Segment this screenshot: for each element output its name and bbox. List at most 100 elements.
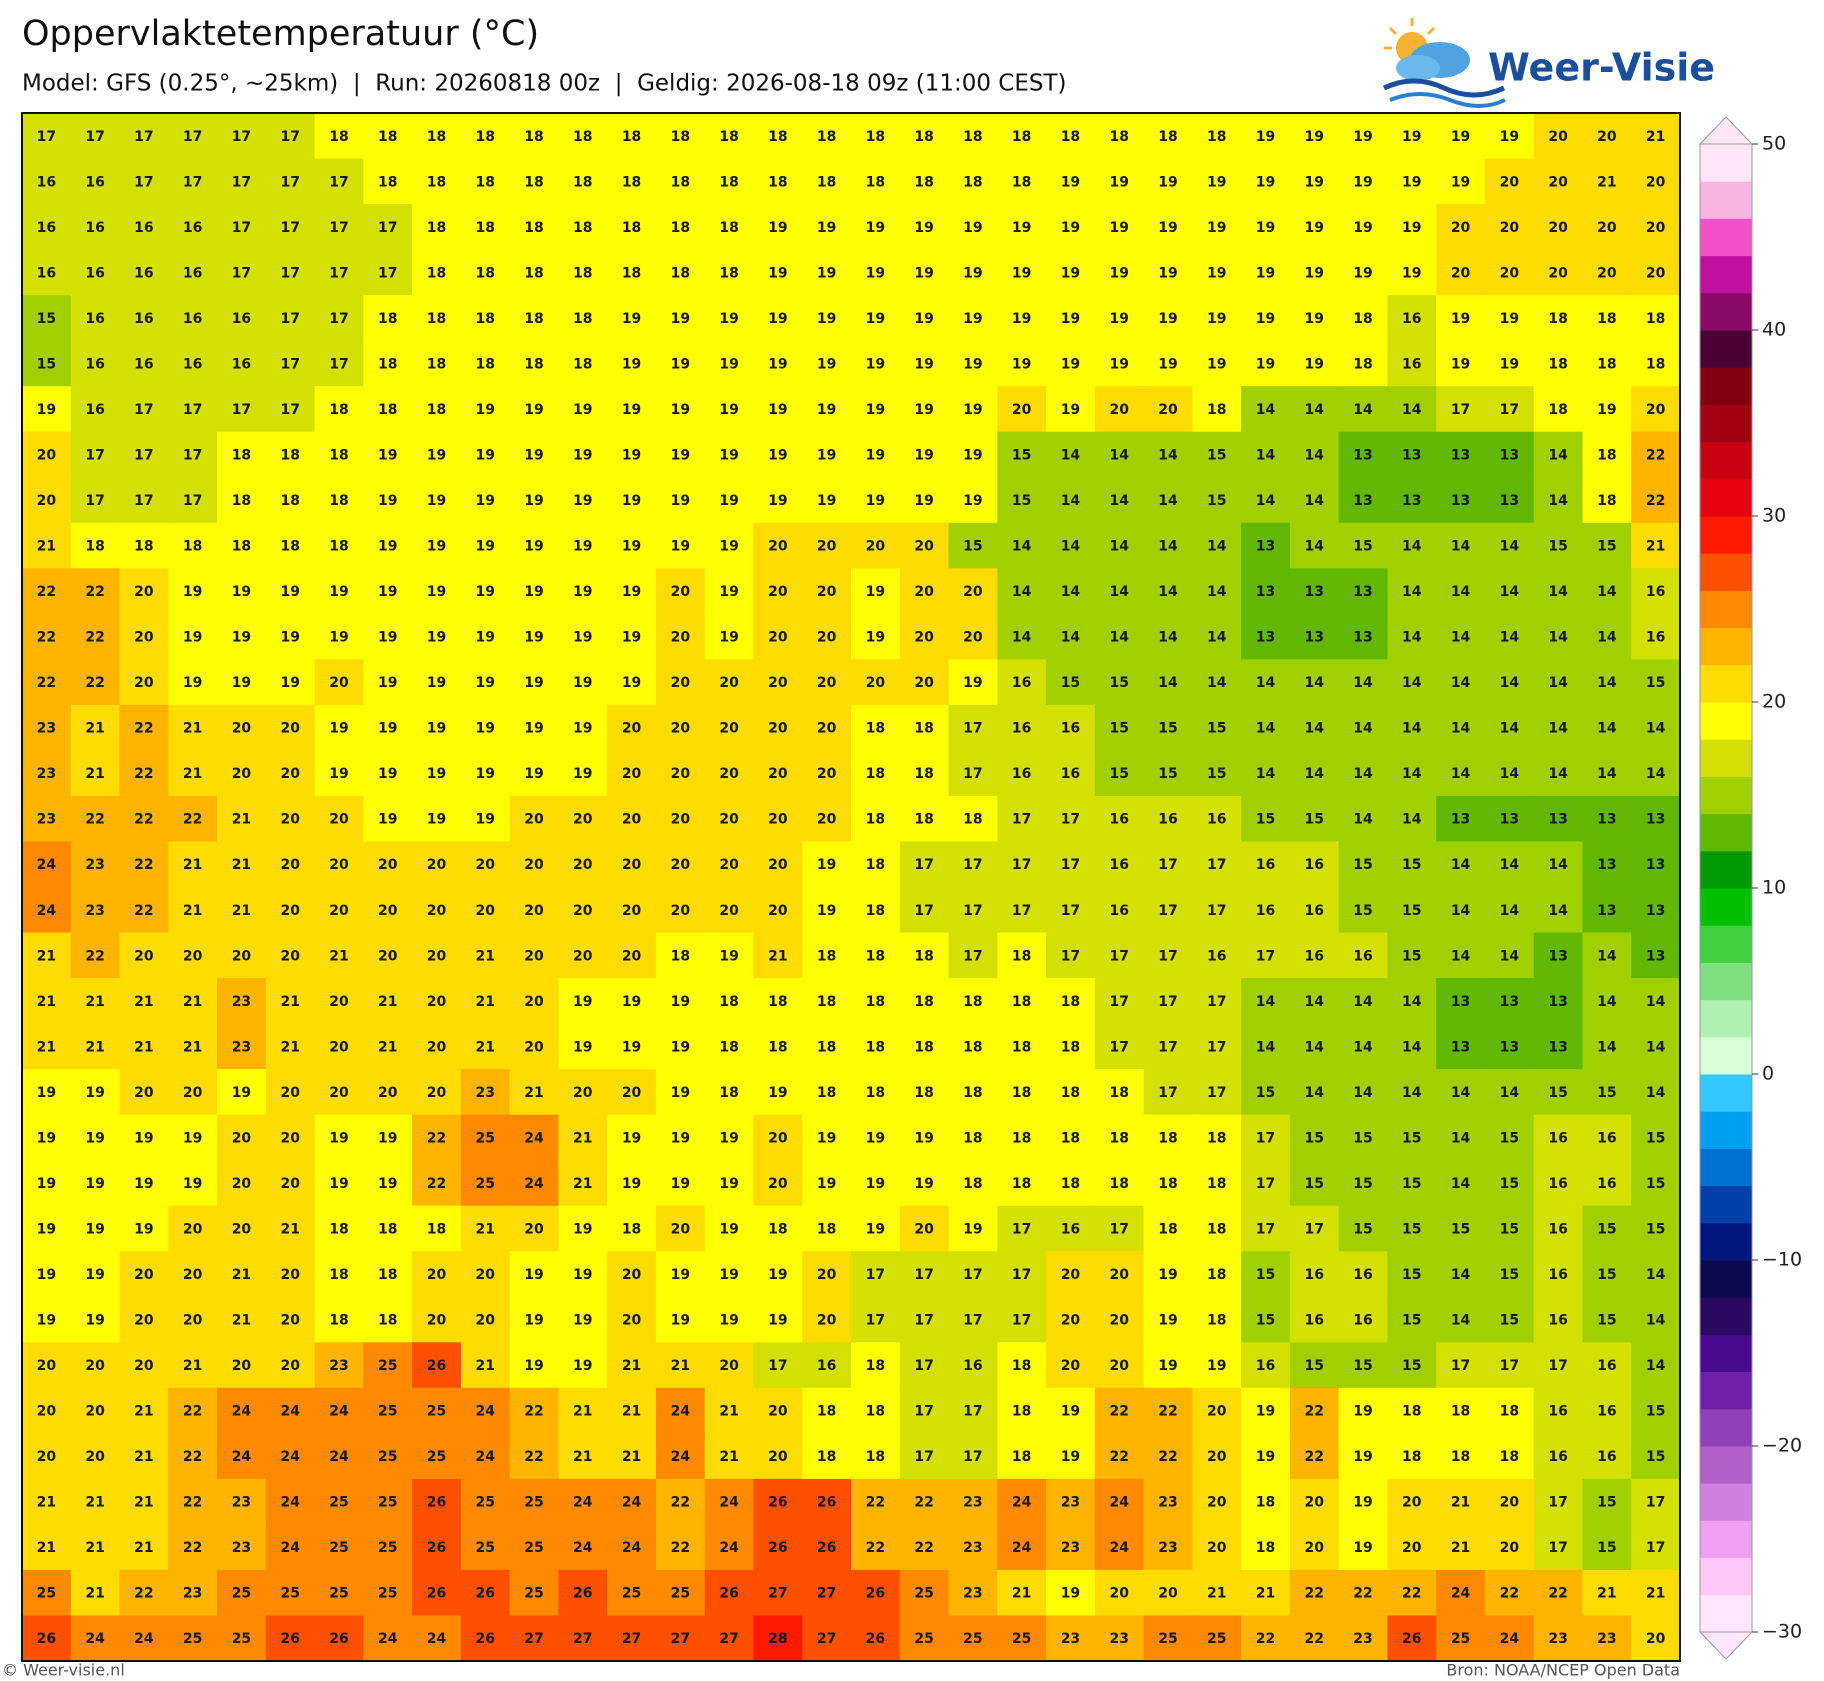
- temperature-label: 21: [1012, 1586, 1031, 1602]
- temperature-cell: [22, 659, 72, 706]
- temperature-label: 24: [378, 1631, 398, 1647]
- temperature-label: 20: [1597, 220, 1617, 236]
- temperature-label: 18: [963, 1085, 982, 1101]
- temperature-cell: [704, 477, 755, 524]
- temperature-cell: [1631, 613, 1681, 660]
- temperature-label: 22: [85, 948, 104, 964]
- temperature-cell: [412, 1114, 462, 1161]
- temperature-label: 18: [866, 1039, 885, 1055]
- temperature-cell: [607, 841, 657, 888]
- temperature-label: 19: [963, 220, 982, 236]
- temperature-cell: [997, 158, 1047, 205]
- temperature-label: 16: [1109, 812, 1128, 828]
- colorbar-band: [1700, 478, 1752, 517]
- temperature-label: 21: [183, 721, 202, 737]
- temperature-cell: [1582, 568, 1632, 615]
- temperature-label: 13: [1500, 1039, 1519, 1055]
- temperature-label: 20: [1305, 1495, 1325, 1511]
- temperature-label: 14: [1158, 675, 1178, 691]
- temperature-cell: [412, 295, 462, 342]
- temperature-label: 19: [768, 1313, 787, 1329]
- colorbar-band: [1700, 739, 1752, 777]
- temperature-label: 16: [1207, 948, 1226, 964]
- temperature-label: 13: [1500, 994, 1519, 1010]
- temperature-label: 20: [866, 675, 886, 691]
- temperature-cell: [412, 659, 462, 706]
- temperature-cell: [948, 1114, 998, 1161]
- temperature-cell: [1387, 1251, 1437, 1298]
- temperature-cell: [119, 477, 169, 524]
- temperature-cell: [119, 340, 169, 387]
- colorbar-band: [1700, 702, 1752, 740]
- temperature-label: 21: [183, 903, 202, 919]
- temperature-cell: [704, 249, 755, 296]
- temperature-cell: [1631, 978, 1681, 1025]
- temperature-label: 19: [622, 539, 641, 555]
- temperature-label: 17: [1158, 857, 1177, 873]
- temperature-label: 15: [1500, 1313, 1519, 1329]
- temperature-label: 21: [1207, 1586, 1226, 1602]
- temperature-label: 21: [85, 1540, 104, 1556]
- temperature-label: 26: [329, 1631, 348, 1647]
- temperature-cell: [70, 1114, 121, 1161]
- temperature-cell: [1338, 795, 1389, 843]
- temperature-label: 17: [1256, 948, 1275, 964]
- temperature-label: 19: [914, 1176, 933, 1192]
- temperature-cell: [1582, 750, 1632, 797]
- colorbar-band: [1700, 1594, 1752, 1633]
- footer-right: Bron: NOAA/NCEP Open Data: [1446, 1661, 1680, 1680]
- temperature-label: 20: [573, 948, 593, 964]
- temperature-label: 21: [85, 1039, 104, 1055]
- temperature-cell: [1241, 477, 1291, 524]
- temperature-label: 22: [134, 903, 153, 919]
- temperature-label: 18: [1256, 1495, 1275, 1511]
- temperature-label: 14: [1256, 994, 1276, 1010]
- temperature-cell: [412, 932, 462, 979]
- temperature-cell: [1046, 841, 1096, 888]
- temperature-cell: [314, 158, 364, 205]
- temperature-cell: [704, 613, 755, 660]
- temperature-label: 18: [914, 129, 933, 145]
- temperature-label: 24: [232, 1404, 252, 1420]
- temperature-label: 20: [329, 1039, 349, 1055]
- temperature-label: 17: [378, 220, 397, 236]
- colorbar-band: [1700, 776, 1752, 815]
- temperature-label: 18: [524, 220, 543, 236]
- temperature-cell: [265, 887, 316, 934]
- temperature-cell: [1192, 795, 1242, 843]
- temperature-label: 20: [817, 766, 837, 782]
- temperature-cell: [217, 1069, 267, 1116]
- temperature-label: 19: [1305, 311, 1324, 327]
- temperature-label: 21: [232, 1267, 251, 1283]
- temperature-cell: [1631, 750, 1681, 797]
- temperature-cell: [1094, 1023, 1145, 1070]
- temperature-cell: [558, 795, 608, 843]
- temperature-cell: [22, 932, 72, 979]
- temperature-label: 21: [232, 903, 251, 919]
- temperature-label: 19: [329, 1130, 348, 1146]
- colorbar-band: [1700, 367, 1752, 405]
- temperature-label: 20: [37, 1449, 57, 1465]
- temperature-label: 16: [1305, 903, 1324, 919]
- temperature-label: 20: [1061, 1358, 1081, 1374]
- temperature-label: 19: [963, 356, 982, 372]
- temperature-label: 14: [1500, 675, 1520, 691]
- temperature-label: 19: [1061, 174, 1080, 190]
- temperature-label: 14: [1256, 447, 1276, 463]
- temperature-label: 19: [1012, 220, 1031, 236]
- temperature-label: 16: [1548, 1313, 1567, 1329]
- temperature-cell: [460, 1160, 511, 1207]
- temperature-label: 20: [914, 584, 934, 600]
- temperature-label: 17: [1061, 812, 1080, 828]
- temperature-cell: [802, 704, 852, 752]
- temperature-label: 18: [1061, 129, 1080, 145]
- temperature-cell: [899, 795, 950, 843]
- temperature-label: 20: [329, 903, 349, 919]
- temperature-cell: [851, 113, 901, 160]
- temperature-label: 22: [671, 1495, 690, 1511]
- temperature-cell: [1046, 887, 1096, 934]
- temperature-cell: [899, 340, 950, 387]
- temperature-cell: [1143, 613, 1193, 660]
- title: Oppervlaktetemperatuur (°C): [22, 14, 539, 54]
- temperature-cell: [509, 1160, 560, 1207]
